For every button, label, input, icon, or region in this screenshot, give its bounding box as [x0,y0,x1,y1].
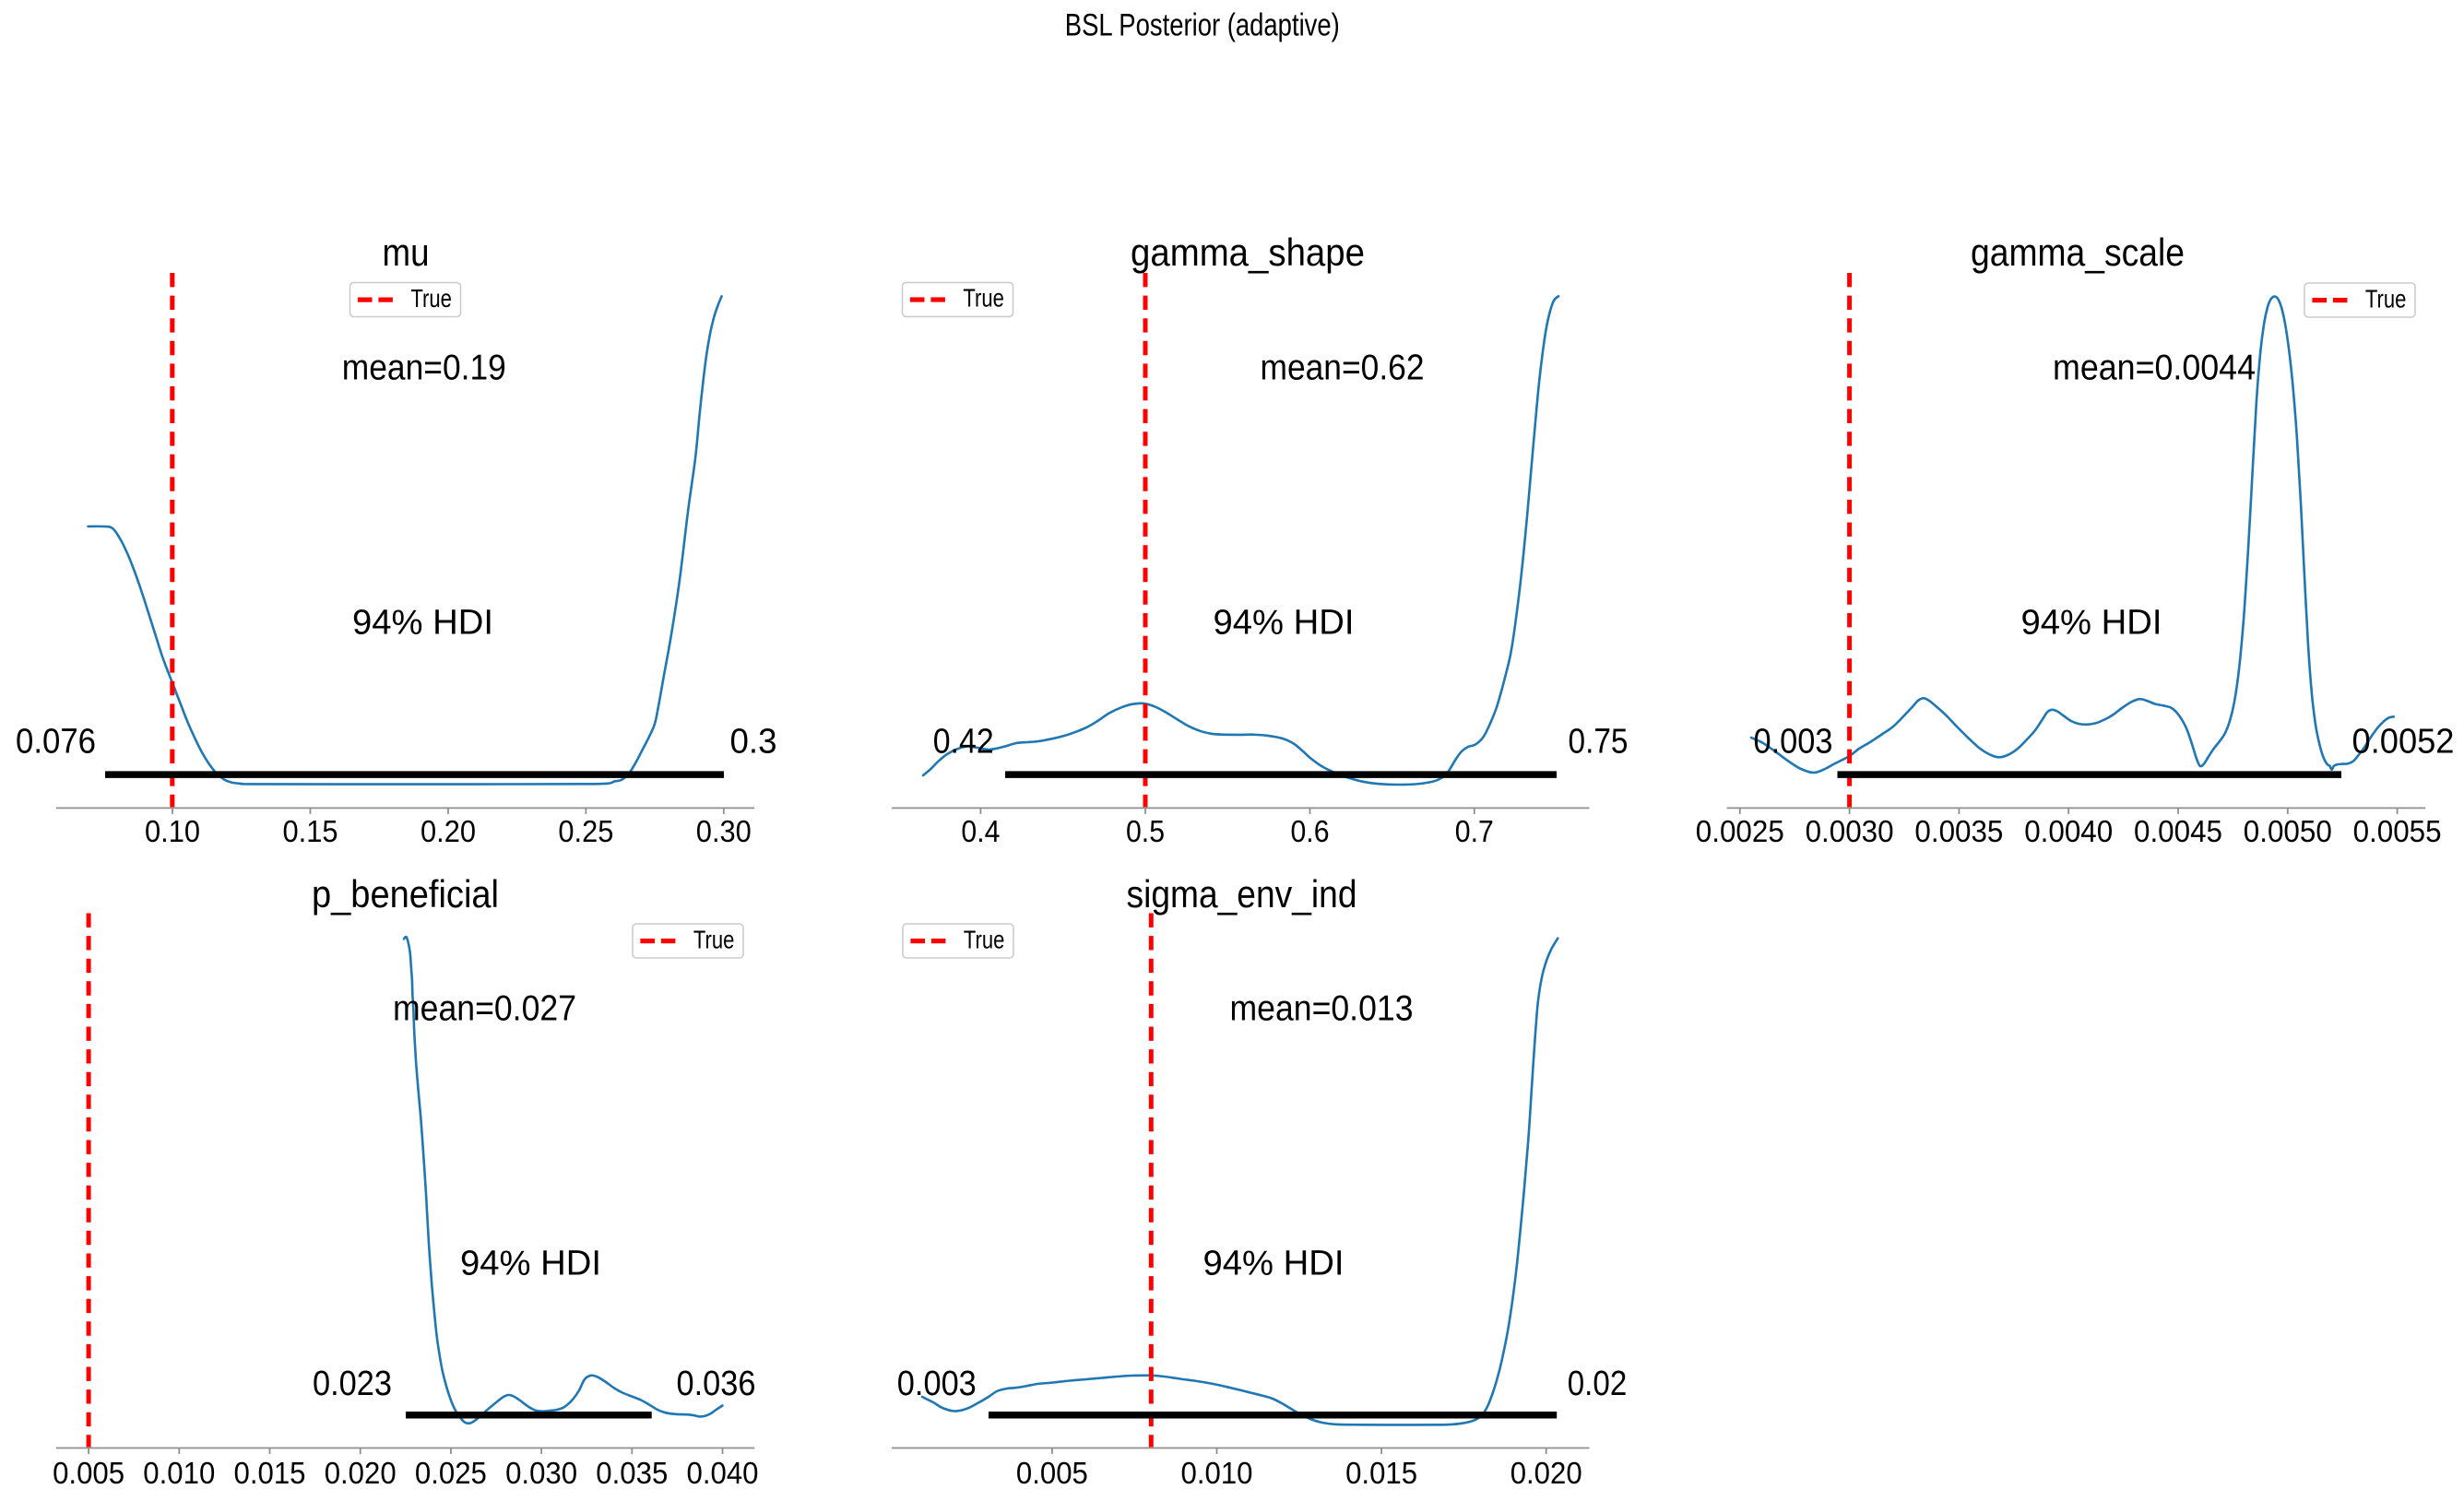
svg-text:0.015: 0.015 [1345,1456,1417,1490]
svg-text:0.035: 0.035 [596,1456,668,1490]
svg-text:0.20: 0.20 [421,814,476,848]
svg-text:BSL Posterior (adaptive): BSL Posterior (adaptive) [1065,8,1340,43]
svg-text:0.025: 0.025 [415,1456,487,1490]
svg-text:p_beneficial: p_beneficial [312,872,499,916]
svg-text:0.15: 0.15 [283,814,338,848]
svg-text:mean=0.027: mean=0.027 [393,988,576,1028]
svg-text:0.42: 0.42 [933,723,994,762]
svg-text:0.0035: 0.0035 [1914,814,2003,848]
svg-text:0.0025: 0.0025 [1696,814,1784,848]
svg-text:0.076: 0.076 [16,723,96,762]
svg-text:0.0050: 0.0050 [2244,814,2332,848]
svg-text:0.0045: 0.0045 [2134,814,2222,848]
svg-text:0.6: 0.6 [1291,814,1330,848]
svg-text:True: True [693,925,735,953]
svg-text:sigma_env_ind: sigma_env_ind [1127,872,1357,916]
svg-text:0.003: 0.003 [1754,723,1833,762]
svg-text:0.040: 0.040 [687,1456,759,1490]
svg-text:0.030: 0.030 [505,1456,577,1490]
svg-text:94% HDI: 94% HDI [1214,604,1355,643]
svg-text:0.25: 0.25 [558,814,613,848]
svg-text:0.005: 0.005 [1016,1456,1088,1490]
svg-text:0.020: 0.020 [1510,1456,1582,1490]
svg-text:0.0030: 0.0030 [1806,814,1894,848]
svg-text:0.003: 0.003 [897,1365,977,1403]
svg-text:0.7: 0.7 [1455,814,1494,848]
svg-text:True: True [964,925,1005,953]
svg-text:94% HDI: 94% HDI [2021,604,2162,643]
svg-text:0.5: 0.5 [1126,814,1165,848]
svg-text:0.010: 0.010 [143,1456,215,1490]
svg-text:0.036: 0.036 [677,1365,756,1403]
svg-text:gamma_shape: gamma_shape [1131,230,1365,274]
svg-text:0.005: 0.005 [53,1456,124,1490]
svg-text:True: True [410,284,452,313]
svg-text:mean=0.19: mean=0.19 [342,348,506,387]
svg-text:0.0052: 0.0052 [2352,723,2455,762]
svg-text:0.4: 0.4 [961,814,1000,848]
svg-text:0.75: 0.75 [1569,723,1629,762]
svg-text:0.020: 0.020 [325,1456,397,1490]
svg-text:0.02: 0.02 [1568,1365,1628,1403]
svg-text:True: True [2365,284,2407,313]
svg-text:mean=0.013: mean=0.013 [1230,988,1414,1028]
svg-text:mu: mu [383,230,430,274]
svg-text:mean=0.0044: mean=0.0044 [2053,348,2256,387]
svg-text:0.010: 0.010 [1181,1456,1253,1490]
svg-text:gamma_scale: gamma_scale [1971,230,2185,274]
svg-text:0.0040: 0.0040 [2024,814,2113,848]
svg-text:True: True [963,284,1004,313]
svg-text:mean=0.62: mean=0.62 [1261,348,1425,387]
svg-text:0.0055: 0.0055 [2353,814,2442,848]
svg-text:94% HDI: 94% HDI [460,1245,601,1283]
svg-text:0.10: 0.10 [145,814,200,848]
svg-text:94% HDI: 94% HDI [1203,1245,1345,1283]
svg-text:0.30: 0.30 [696,814,752,848]
svg-text:94% HDI: 94% HDI [352,604,493,643]
svg-text:0.023: 0.023 [313,1365,392,1403]
svg-text:0.015: 0.015 [234,1456,306,1490]
svg-text:0.3: 0.3 [730,723,777,762]
